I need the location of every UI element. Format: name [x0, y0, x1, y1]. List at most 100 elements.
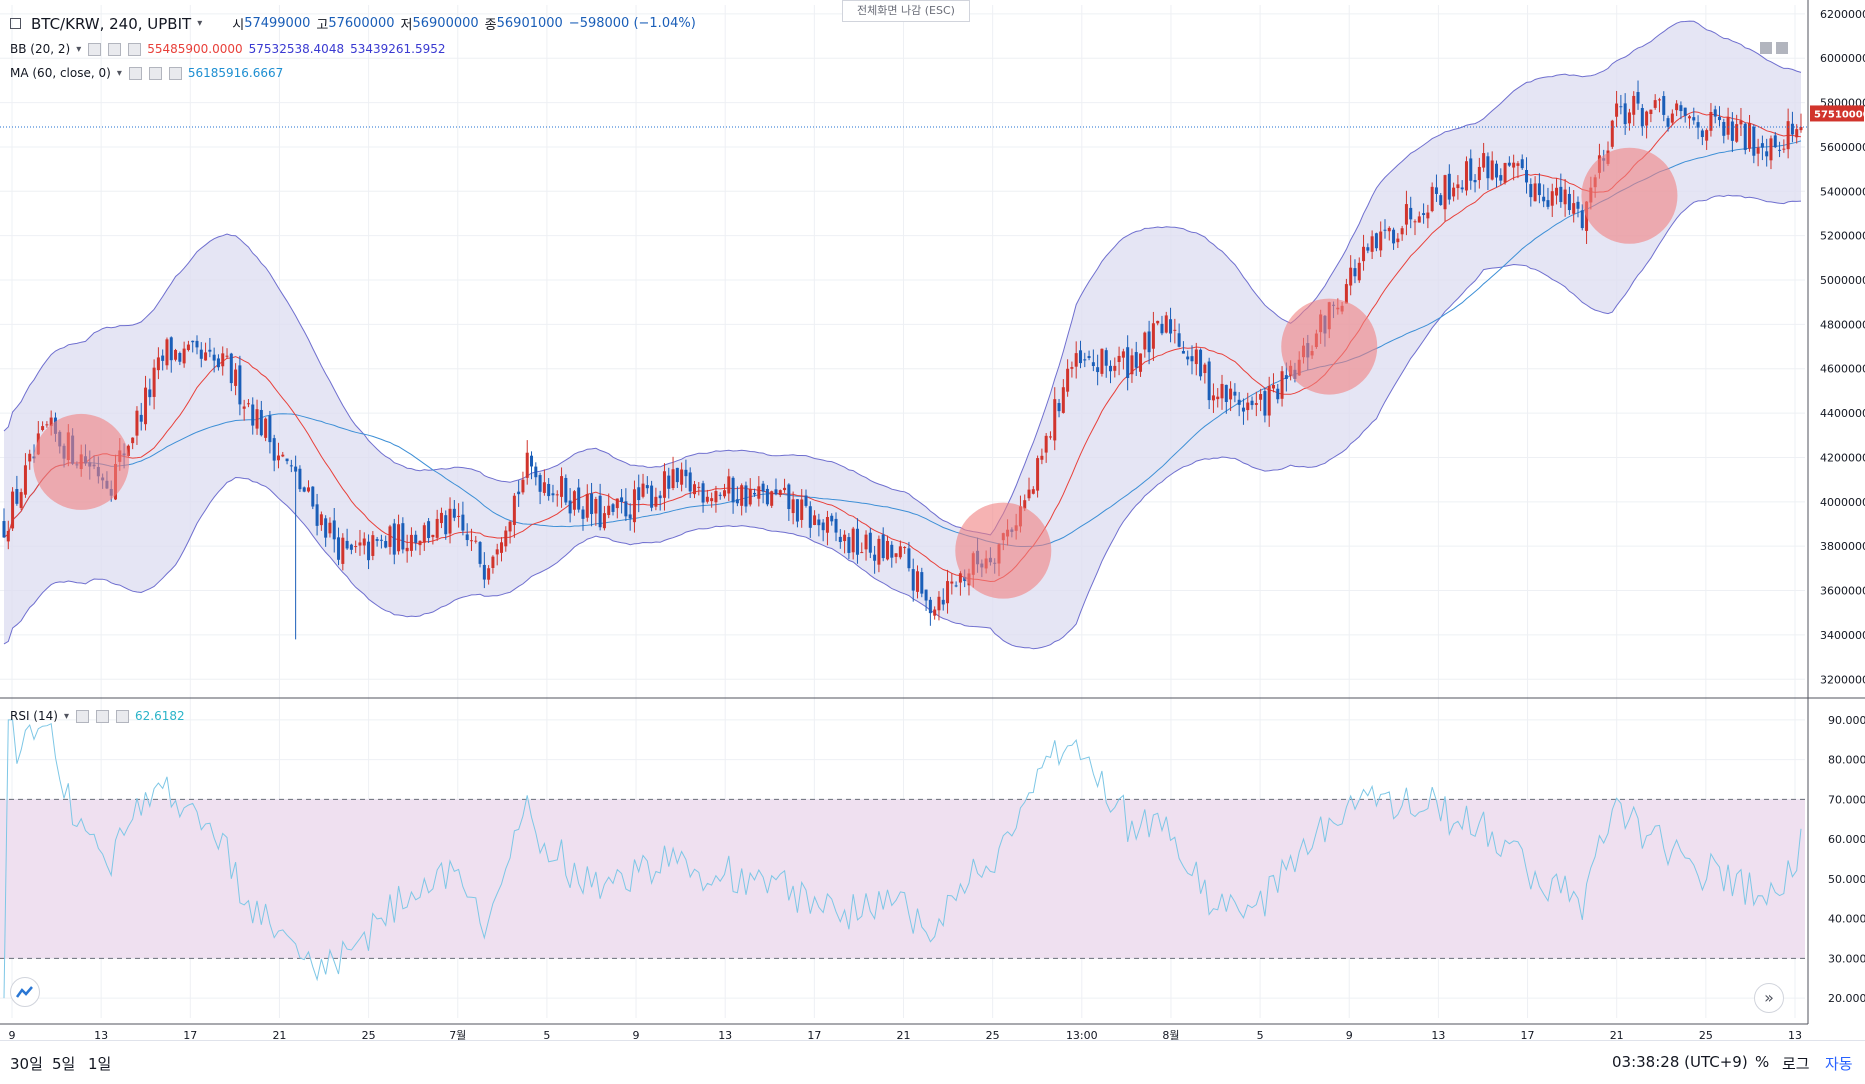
candle-body — [397, 524, 401, 552]
close-value: 56901000 — [496, 16, 563, 31]
candle-body — [221, 353, 225, 367]
bb-basis-line — [3, 111, 1802, 583]
bb-label[interactable]: BB (20, 2) — [10, 42, 71, 56]
candle-body — [324, 518, 328, 538]
last-price-tag-bg — [1810, 105, 1864, 122]
y-tick-label: 54000000 — [1820, 185, 1865, 198]
eye-icon[interactable] — [75, 709, 89, 723]
pane-collapse-icon[interactable] — [1760, 42, 1772, 54]
candle-body — [1546, 200, 1550, 207]
fullscreen-exit-tip[interactable]: 전체화면 나감 (ESC) — [842, 0, 970, 22]
close-icon[interactable] — [128, 42, 142, 56]
y-tick-label: 50000000 — [1820, 274, 1865, 287]
candle-body — [208, 349, 212, 352]
y-tick-label: 46000000 — [1820, 363, 1865, 376]
candle-body — [1748, 122, 1752, 149]
candle-body — [1392, 229, 1396, 244]
chevron-down-icon[interactable]: ▾ — [76, 43, 82, 55]
candle-body — [285, 458, 289, 462]
candle-body — [753, 492, 757, 495]
candle-body — [958, 573, 962, 583]
y-tick-label: 42000000 — [1820, 451, 1865, 464]
scroll-to-realtime-icon[interactable]: » — [1754, 983, 1784, 1013]
candle-body — [1499, 175, 1503, 181]
candle-body — [384, 541, 388, 548]
close-label: 종 — [484, 18, 497, 33]
gear-icon[interactable] — [148, 66, 162, 80]
chevron-down-icon[interactable]: ▾ — [116, 67, 122, 79]
candle-body — [778, 490, 782, 496]
auto-scale-button[interactable]: 자동 — [1825, 1055, 1853, 1073]
candle-body — [1044, 435, 1048, 453]
percent-scale-button[interactable]: % — [1755, 1053, 1770, 1071]
rsi-tick-label: 60.0000 — [1828, 833, 1865, 846]
rsi-label[interactable]: RSI (14) — [10, 709, 58, 723]
candle-body — [650, 485, 654, 508]
candle-body — [165, 339, 169, 366]
range-5d-button[interactable]: 5일 — [52, 1055, 76, 1073]
candle-body — [388, 526, 392, 547]
candle-body — [1645, 111, 1649, 126]
x-tick-label: 21 — [897, 1029, 911, 1042]
candle-body — [1169, 319, 1173, 334]
gear-icon[interactable] — [95, 709, 109, 723]
candle-body — [1765, 151, 1769, 157]
candle-body — [916, 571, 920, 592]
candle-body — [259, 409, 263, 436]
candle-body — [302, 487, 306, 492]
candle-body — [1525, 170, 1529, 183]
x-tick-label: 25 — [1699, 1029, 1713, 1042]
candle-body — [1735, 124, 1739, 142]
candle-body — [1199, 349, 1203, 377]
eye-icon[interactable] — [88, 42, 102, 56]
collapse-icon[interactable] — [10, 18, 21, 29]
bb-upper-line — [3, 20, 1802, 536]
candle-body — [144, 387, 148, 425]
candle-body — [148, 389, 152, 398]
candle-body — [328, 522, 332, 534]
candle-body — [1134, 352, 1138, 368]
candle-body — [667, 475, 671, 489]
candle-body — [435, 518, 439, 538]
candle-body — [1722, 121, 1726, 136]
candle-body — [1151, 323, 1155, 349]
close-icon[interactable] — [115, 709, 129, 723]
candle-body — [182, 348, 186, 364]
candle-body — [662, 471, 666, 498]
close-icon[interactable] — [168, 66, 182, 80]
candle-body — [1550, 191, 1554, 206]
y-tick-label: 40000000 — [1820, 496, 1865, 509]
eye-icon[interactable] — [128, 66, 142, 80]
chevron-down-icon[interactable]: ▾ — [63, 710, 69, 722]
candle-body — [1426, 212, 1430, 219]
candle-body — [692, 484, 696, 495]
candle-body — [607, 505, 611, 516]
symbol-title[interactable]: BTC/KRW, 240, UPBIT — [31, 14, 192, 33]
candle-body — [204, 352, 208, 361]
candle-body — [1061, 387, 1065, 413]
candle-body — [611, 504, 615, 512]
range-1d-button[interactable]: 1일 — [88, 1055, 112, 1073]
candle-body — [838, 536, 842, 543]
candle-body — [813, 515, 817, 526]
candle-body — [1730, 121, 1734, 141]
pane-maximize-icon[interactable] — [1776, 42, 1788, 54]
chevron-down-icon[interactable]: ▾ — [197, 18, 203, 29]
gear-icon[interactable] — [108, 42, 122, 56]
candle-body — [1383, 229, 1387, 231]
candle-body — [890, 544, 894, 558]
y-tick-label: 62000000 — [1820, 8, 1865, 21]
ma-label[interactable]: MA (60, close, 0) — [10, 66, 111, 80]
x-tick-label: 17 — [807, 1029, 821, 1042]
candle-body — [371, 535, 375, 556]
candle-body — [264, 418, 268, 438]
candle-body — [45, 424, 49, 426]
candle-body — [697, 486, 701, 488]
candle-body — [1031, 489, 1035, 494]
range-30d-button[interactable]: 30일 — [10, 1055, 43, 1073]
rsi-tick-label: 30.0000 — [1828, 952, 1865, 965]
log-scale-button[interactable]: 로그 — [1782, 1055, 1810, 1073]
tradingview-logo-icon[interactable] — [10, 977, 40, 1007]
